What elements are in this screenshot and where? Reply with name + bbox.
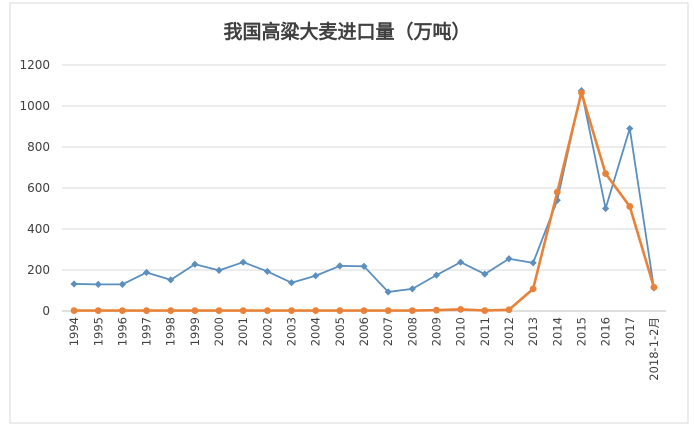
data-point (457, 305, 465, 313)
data-point (119, 307, 126, 314)
data-point (118, 280, 126, 288)
x-tick-label: 2008 (405, 317, 419, 346)
x-tick-label: 2001 (236, 317, 250, 346)
y-axis-ticks: 0 200 400 600 800 1000 1200 (19, 58, 50, 318)
data-point (384, 307, 392, 314)
data-point (529, 285, 537, 293)
data-point (481, 307, 489, 314)
x-tick-label: 2015 (574, 317, 588, 346)
x-tick-label: 2012 (502, 317, 516, 346)
data-point (578, 89, 585, 97)
y-tick-label: 800 (27, 140, 50, 154)
data-point (263, 267, 271, 276)
x-tick-label: 1996 (115, 317, 129, 346)
x-tick-label: 1995 (91, 317, 105, 346)
data-point (505, 306, 513, 314)
data-point (408, 307, 416, 314)
data-point (336, 307, 344, 314)
gridlines (62, 64, 666, 312)
data-point (433, 306, 440, 314)
data-point (360, 262, 368, 270)
data-point (384, 288, 392, 296)
x-tick-label: 2014 (550, 317, 564, 346)
x-tick-label: 2016 (599, 317, 613, 346)
data-point (94, 307, 102, 314)
x-tick-label: 1998 (164, 317, 178, 346)
watermark-label: 中华粮网 (606, 396, 666, 414)
x-tick-label: 2009 (430, 317, 444, 346)
data-point (167, 307, 175, 314)
chart-title: 我国高粱大麦进口量（万吨） (223, 20, 470, 43)
wechat-icon (576, 395, 604, 416)
x-tick-label: 1997 (140, 317, 154, 346)
x-tick-label: 2003 (285, 317, 299, 346)
data-point (481, 270, 489, 278)
data-point (143, 307, 150, 314)
data-point (70, 280, 78, 288)
data-point (215, 266, 223, 275)
y-tick-label: 200 (27, 263, 50, 277)
y-tick-label: 1200 (19, 58, 50, 72)
data-point (457, 258, 465, 266)
data-point (94, 280, 102, 288)
data-point (239, 258, 247, 266)
data-point (239, 307, 247, 314)
y-tick-label: 0 (42, 304, 50, 318)
data-point (602, 170, 609, 178)
x-tick-label: 1999 (188, 317, 202, 346)
data-point (287, 279, 296, 287)
y-tick-label: 1000 (19, 99, 50, 113)
data-point (529, 259, 537, 267)
data-point (602, 204, 610, 213)
data-point (432, 271, 441, 279)
data-point (650, 283, 658, 291)
y-tick-label: 600 (27, 181, 50, 195)
x-tick-label: 2002 (260, 317, 274, 346)
data-point (191, 260, 199, 268)
data-point (408, 285, 416, 293)
data-point (167, 276, 175, 284)
data-point (505, 255, 513, 263)
data-point (142, 268, 151, 277)
x-tick-label: 2011 (478, 317, 492, 346)
x-tick-label: 2006 (357, 317, 371, 346)
x-tick-label: 2018-1-2月 (647, 317, 661, 381)
data-point (191, 307, 199, 314)
data-point (553, 188, 561, 196)
series-lines (70, 87, 658, 314)
y-tick-label: 400 (27, 222, 50, 236)
x-axis-ticks: 1994 1995 1996 1997 1998 1999 2000 2001 2002 2003… (67, 317, 661, 381)
x-tick-label: 2000 (212, 317, 226, 346)
data-point (312, 307, 320, 314)
x-tick-label: 2007 (381, 317, 395, 346)
data-point (553, 196, 561, 204)
x-tick-label: 2004 (309, 317, 323, 346)
data-point (70, 307, 78, 314)
data-point (336, 262, 344, 270)
data-point (626, 203, 634, 210)
x-tick-label: 2010 (454, 317, 468, 346)
x-tick-label: 1994 (67, 317, 81, 346)
x-tick-label: 2017 (623, 317, 637, 346)
x-tick-label: 2013 (526, 317, 540, 346)
data-point (626, 124, 634, 133)
data-point (312, 272, 320, 280)
watermark: 中华粮网 (576, 395, 666, 416)
data-point (288, 307, 295, 314)
x-tick-label: 2005 (333, 317, 347, 346)
data-point (360, 307, 368, 314)
data-point (215, 307, 223, 314)
chart-border (9, 2, 689, 424)
data-point (263, 307, 271, 314)
